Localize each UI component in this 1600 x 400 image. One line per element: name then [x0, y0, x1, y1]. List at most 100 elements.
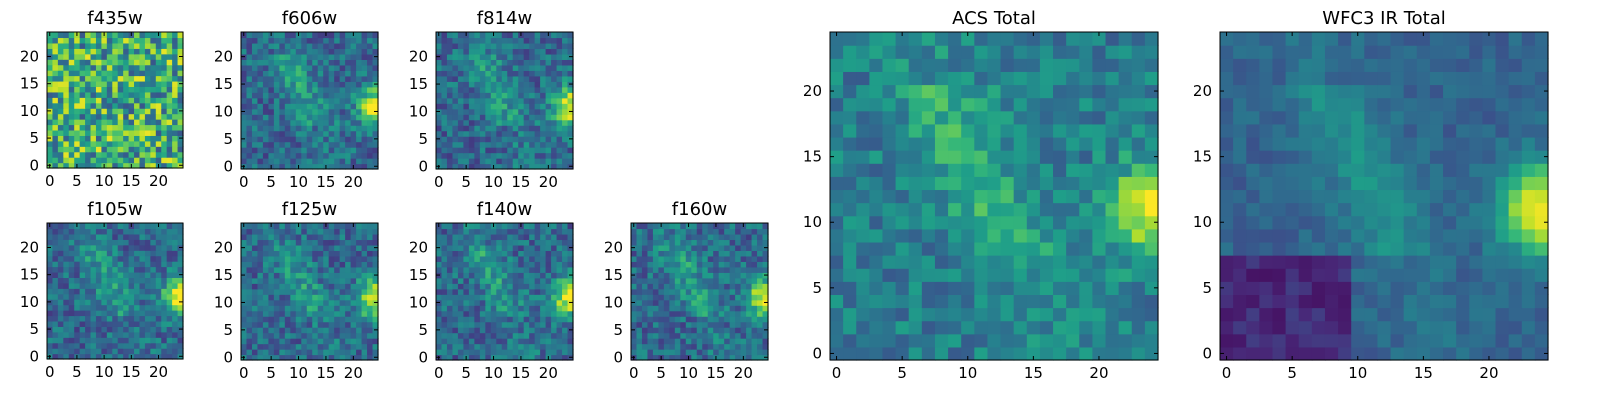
f814w-cell [523, 119, 530, 126]
f125w-cell [290, 310, 297, 317]
f814w-cell [551, 75, 558, 82]
f160w-cell [652, 305, 659, 312]
f435w-cell [90, 70, 97, 77]
f105w-cell [79, 293, 86, 300]
f105w-cell [161, 228, 168, 235]
f125w-cell [339, 261, 346, 268]
f814w-cell [474, 86, 481, 93]
f160w-cell [631, 266, 638, 273]
f606w-cell [334, 136, 341, 143]
f140w-cell [452, 233, 459, 241]
f435w-cell [166, 42, 173, 49]
f140w-cell [529, 299, 536, 306]
f814w-cell [523, 42, 530, 50]
f125w-cell [345, 332, 352, 339]
f125w-cell [367, 316, 374, 323]
f125w-cell [350, 277, 357, 284]
f140w-cell [463, 338, 470, 345]
f125w-cell [356, 250, 363, 257]
f125w-cell [372, 250, 379, 257]
f125w-cell [328, 338, 335, 345]
f160w-cell [680, 305, 687, 312]
f814w-cell [441, 114, 448, 121]
f160w-cell [680, 272, 687, 279]
f160w-cell [718, 310, 725, 317]
f435w-cell [85, 129, 92, 136]
f140w-cell [540, 283, 547, 290]
f140w-cell [457, 299, 464, 306]
f606w-cell [361, 158, 368, 165]
f814w-cell [545, 59, 552, 66]
f105w-cell [128, 299, 135, 306]
f105w-cell [85, 337, 92, 344]
f814w-cell [534, 53, 541, 60]
acs-total-cell [1079, 281, 1093, 295]
f160w-cell [729, 299, 736, 306]
f435w-cell [161, 102, 168, 109]
f606w-cell [262, 86, 269, 93]
f105w-cell [139, 315, 146, 322]
f814w-cell [441, 163, 448, 170]
f125w-cell [334, 294, 341, 301]
acs-total-cell [1053, 176, 1067, 191]
f105w-cell [63, 315, 70, 322]
f105w-cell [161, 331, 168, 338]
f606w-cell [251, 37, 259, 44]
f814w-cell [512, 59, 519, 66]
f125w-cell [323, 255, 330, 262]
f125w-cell [312, 255, 319, 262]
f606w-cell [262, 53, 269, 60]
f435w-cell [172, 124, 179, 131]
f125w-cell [372, 316, 379, 323]
f125w-cell [356, 338, 363, 345]
f160w-cell [696, 310, 703, 317]
f140w-cell [485, 250, 492, 257]
acs-total-cell [869, 241, 884, 256]
f105w-cell [117, 337, 124, 344]
f140w-cell [529, 327, 536, 334]
f125w-cell [279, 283, 286, 290]
f125w-cell [257, 332, 264, 339]
f105w-cell [112, 348, 119, 355]
f140w-cell [474, 272, 481, 279]
f140w-cell [485, 327, 492, 334]
acs-total-cell [934, 268, 949, 282]
f160w-cell [718, 316, 725, 323]
f125w-cell [323, 266, 330, 273]
acs-total-cell [948, 176, 962, 191]
f606w-cell [290, 119, 297, 126]
acs-total-cell [974, 215, 989, 230]
f140w-cell [534, 239, 541, 246]
f125w-cell [328, 288, 335, 295]
f606w-cell [345, 152, 352, 159]
f814w-cell [529, 125, 536, 132]
f606w-cell [361, 136, 368, 143]
f140w-cell [507, 261, 514, 268]
f606w-cell [356, 64, 363, 71]
f140w-cell [490, 338, 497, 345]
f160w-cell [724, 338, 731, 345]
f435w-cell [52, 124, 59, 131]
f435w-cell [134, 157, 141, 164]
f105w-cell [106, 348, 113, 355]
f140w-cell [534, 316, 541, 323]
f140w-cell [468, 327, 475, 334]
f125w-cell [295, 233, 302, 241]
f160w-cell [702, 354, 709, 361]
f105w-cell [123, 282, 130, 289]
f435w-cell [128, 48, 135, 55]
f160w-cell [631, 255, 638, 262]
acs-total-cell [1013, 333, 1028, 348]
f160w-cell [636, 327, 643, 334]
f606w-cell [372, 114, 379, 121]
f606w-cell [268, 136, 275, 143]
f814w-cell [551, 59, 558, 66]
acs-total-cell [1013, 202, 1028, 217]
f140w-cell [507, 343, 514, 350]
f160w-cell [718, 354, 725, 361]
f140w-cell [545, 316, 552, 323]
f814w-cell [468, 130, 475, 137]
f814w-cell [540, 48, 547, 55]
f125w-cell [339, 349, 346, 356]
f125w-cell [367, 338, 374, 345]
